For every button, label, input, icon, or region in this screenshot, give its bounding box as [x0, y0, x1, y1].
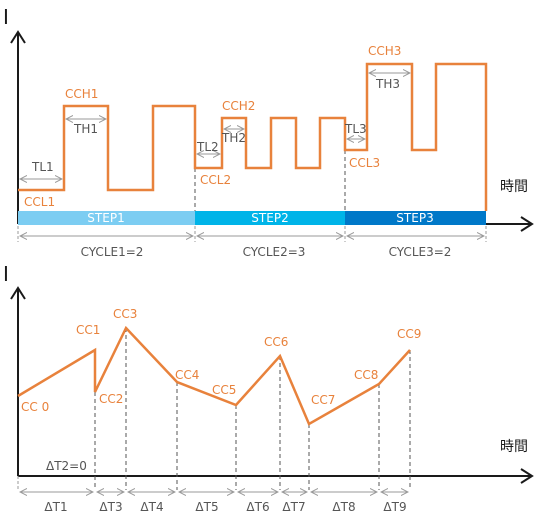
bottom-y-axis-label: I: [3, 262, 9, 286]
cc5-label: CC5: [212, 383, 236, 397]
dt8-label: ΔT8: [332, 500, 355, 514]
cch3-label: CCH3: [368, 44, 401, 58]
dt3-label: ΔT3: [99, 500, 122, 514]
tl1-label: TL1: [31, 160, 54, 174]
step1-label: STEP1: [87, 211, 124, 225]
dt4-label: ΔT4: [140, 500, 163, 514]
cycle2-label: CYCLE2=3: [243, 245, 306, 259]
ccl3-label: CCL3: [349, 156, 380, 170]
ccl1-label: CCL1: [24, 195, 55, 209]
bottom-x-axis-label: 時間: [500, 439, 528, 455]
step1-bar: [18, 211, 195, 225]
dt5-label: ΔT5: [195, 500, 218, 514]
tl2-label: TL2: [196, 140, 219, 154]
cc8-label: CC8: [354, 368, 378, 382]
cc4-label: CC4: [175, 368, 199, 382]
cc1-label: CC1: [76, 323, 100, 337]
th1-label: TH1: [73, 122, 98, 136]
ccl2-label: CCL2: [200, 173, 231, 187]
step3-label: STEP3: [396, 211, 433, 225]
bottom-diagram: I 時間 CC 0 CC1 CC2 CC3 CC4 CC5 CC6 CC7 CC…: [3, 262, 534, 514]
th2-label: TH2: [221, 131, 246, 145]
dt6-label: ΔT6: [246, 500, 269, 514]
step2-bar: [195, 211, 345, 225]
dt9-label: ΔT9: [383, 500, 406, 514]
dt7-label: ΔT7: [282, 500, 305, 514]
cc9-label: CC9: [397, 327, 421, 341]
tl3-label: TL3: [344, 122, 367, 136]
cch1-label: CCH1: [65, 87, 98, 101]
top-diagram: I 時間 STEP1 STEP2 STEP3 CCL1 CCH1 TL1 TH1…: [3, 5, 534, 259]
th3-label: TH3: [375, 77, 400, 91]
top-current-waveform: [18, 62, 488, 211]
cc3-label: CC3: [113, 307, 137, 321]
step2-label: STEP2: [251, 211, 288, 225]
dt1-label: ΔT1: [44, 500, 67, 514]
zero-interval-label: ΔT2=0: [46, 459, 87, 473]
cycle3-label: CYCLE3=2: [389, 245, 452, 259]
cc0-label: CC 0: [21, 400, 49, 414]
top-y-axis-label: I: [3, 5, 9, 29]
cc6-label: CC6: [264, 335, 288, 349]
bottom-current-waveform: [17, 325, 411, 426]
cycle1-label: CYCLE1=2: [81, 245, 144, 259]
cc7-label: CC7: [311, 393, 335, 407]
top-x-axis-label: 時間: [500, 179, 528, 195]
step3-bar: [345, 211, 486, 225]
cc2-label: CC2: [99, 392, 123, 406]
cch2-label: CCH2: [222, 99, 255, 113]
